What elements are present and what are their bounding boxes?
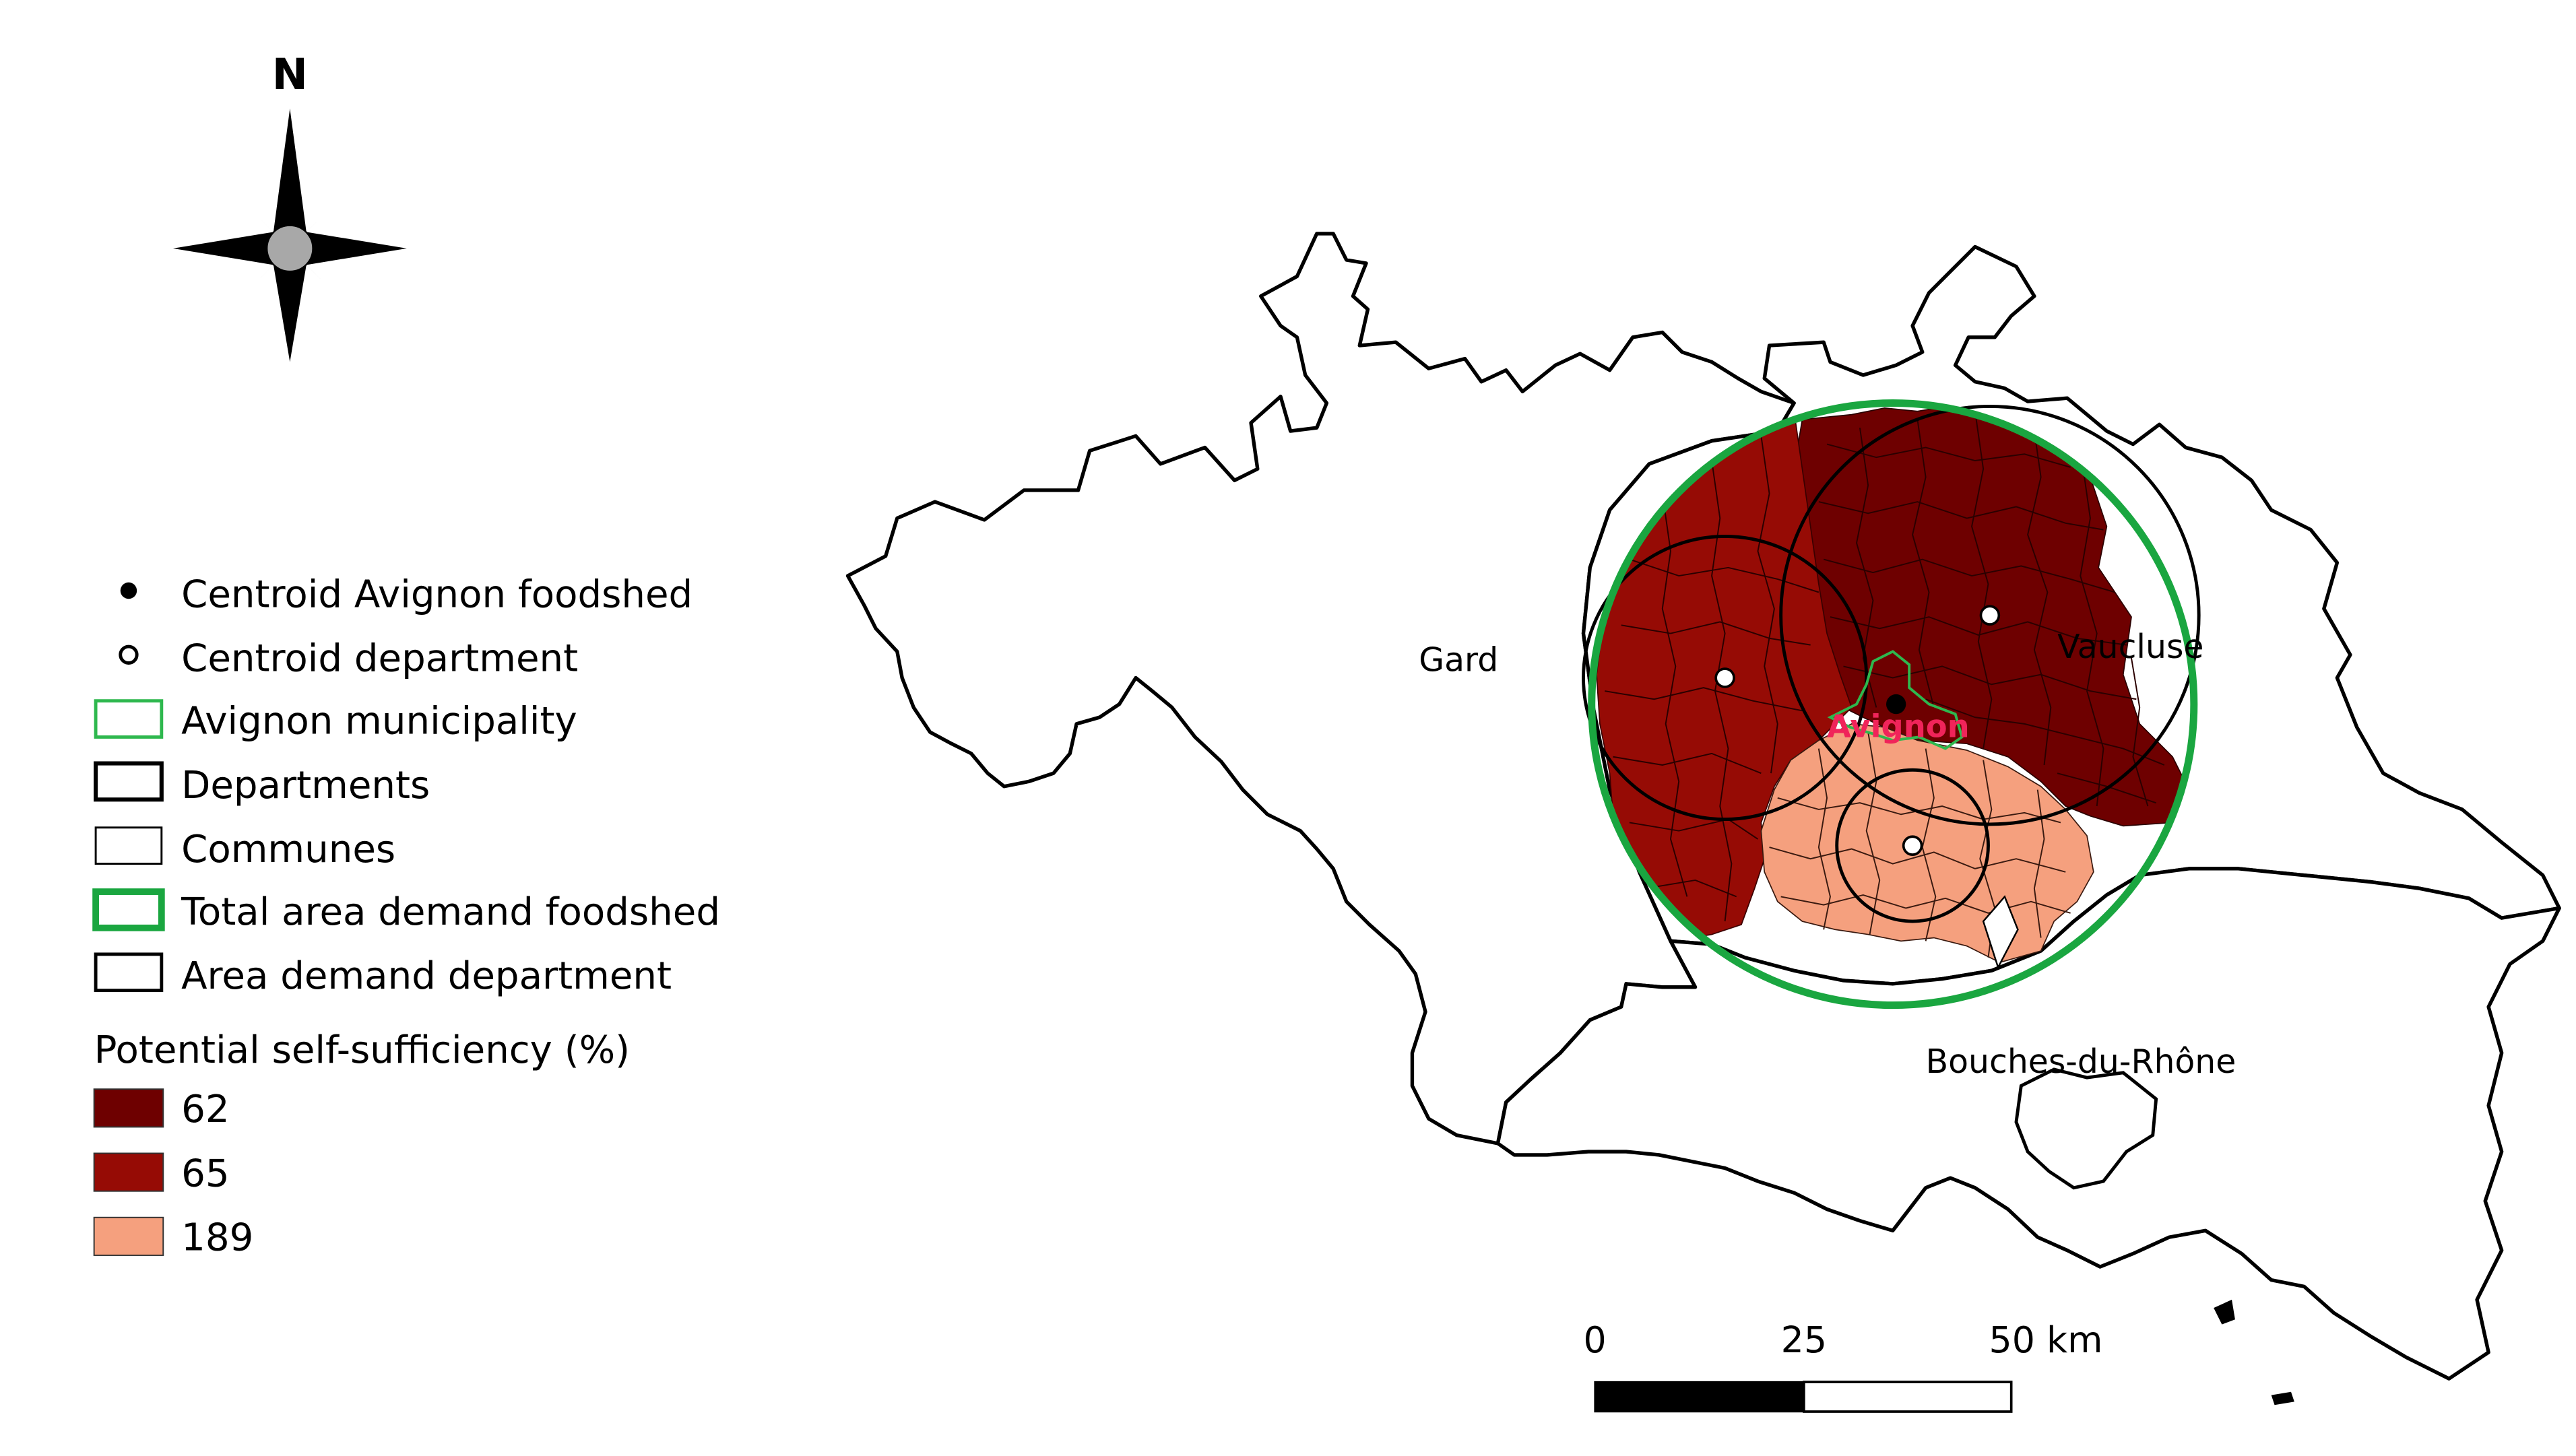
- lagoon-outline: [2014, 1067, 2158, 1190]
- notch: [1982, 895, 2019, 970]
- north-arrow: N: [172, 49, 407, 362]
- scale-bar: 0 25 50 km: [1584, 1319, 2103, 1413]
- ramp-label-62: 62: [181, 1088, 229, 1131]
- scale-bar-black-segment: [1594, 1381, 1805, 1413]
- legend-ramp-title: Potential self-sufficiency (%): [94, 1028, 630, 1072]
- avignon-municipality-outline: [1827, 650, 1964, 750]
- area-demand-department-swatch: [94, 952, 164, 993]
- total-area-foodshed-circle: [1588, 399, 2198, 1010]
- area-demand-department-circles: [1582, 404, 2201, 923]
- departments-swatch: [94, 761, 164, 802]
- label-avignon: Avignon: [1827, 708, 1970, 744]
- north-arrow-letter: N: [272, 49, 308, 99]
- ramp-swatch-189: [93, 1216, 164, 1256]
- scale-tick-50: 50 km: [1989, 1319, 2103, 1361]
- scale-tick-25: 25: [1781, 1319, 1827, 1361]
- island: [2214, 1299, 2235, 1325]
- demand-circle-bouches: [1835, 768, 1990, 923]
- map: Gard Vaucluse Bouches-du-Rhône Avignon: [845, 232, 2561, 1405]
- legend: Centroid Avignon foodshed Centroid depar…: [92, 572, 720, 1260]
- legend-label-area-demand-department: Area demand department: [181, 954, 672, 998]
- legend-label-centroid-department: Centroid department: [181, 637, 578, 681]
- compass-rose-icon: [172, 108, 407, 362]
- avignon-municipality-swatch: [94, 699, 164, 739]
- scale-tick-0: 0: [1584, 1319, 1607, 1361]
- legend-label-communes: Communes: [181, 828, 395, 871]
- label-vaucluse: Vaucluse: [2057, 628, 2203, 666]
- legend-label-centroid-foodshed: Centroid Avignon foodshed: [181, 572, 693, 616]
- island: [2271, 1391, 2294, 1405]
- filled-dot-icon: [120, 582, 137, 599]
- ramp-label-189: 189: [181, 1216, 253, 1260]
- centroid-department-vaucluse: [1979, 605, 2001, 626]
- legend-label-avignon-municipality: Avignon municipality: [181, 700, 577, 743]
- label-gard: Gard: [1419, 641, 1498, 680]
- demand-circle-vaucluse: [1779, 404, 2201, 826]
- ramp-swatch-65: [93, 1152, 164, 1192]
- legend-label-total-area-foodshed: Total area demand foodshed: [181, 890, 720, 934]
- ramp-label-65: 65: [181, 1152, 229, 1195]
- ramp-swatch-62: [93, 1088, 164, 1128]
- legend-label-departments: Departments: [181, 764, 430, 807]
- centroid-avignon-foodshed: [1886, 694, 1906, 715]
- scale-bar-white-segment: [1803, 1381, 2013, 1413]
- hollow-dot-icon: [119, 644, 139, 665]
- centroid-department-bouches: [1902, 835, 1923, 856]
- demand-circle-gard: [1582, 534, 1869, 822]
- label-bouches-du-rhone: Bouches-du-Rhône: [1926, 1043, 2236, 1081]
- total-area-foodshed-swatch: [92, 888, 165, 931]
- centroid-department-gard: [1714, 667, 1735, 688]
- communes-swatch: [94, 826, 163, 865]
- fill-bouches-189: [1760, 723, 2094, 964]
